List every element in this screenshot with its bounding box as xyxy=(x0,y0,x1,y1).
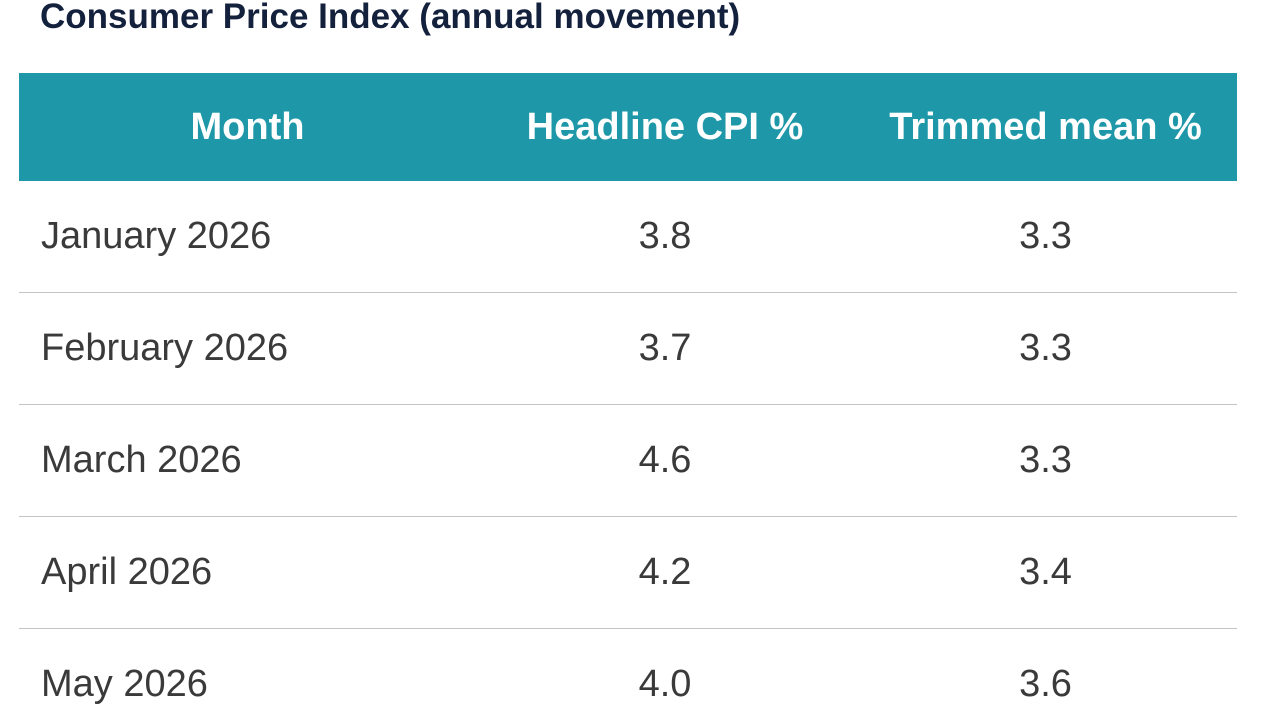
trimmed-mean-cell: 3.6 xyxy=(854,628,1237,720)
table-row: March 2026 4.6 3.3 xyxy=(19,404,1237,517)
page-title: Consumer Price Index (annual movement) xyxy=(40,0,741,36)
trimmed-mean-cell: 3.4 xyxy=(854,516,1237,629)
table-header: Month Headline CPI % Trimmed mean % xyxy=(19,73,1237,181)
headline-cpi-cell: 4.6 xyxy=(476,404,854,517)
headline-cpi-cell: 3.7 xyxy=(476,292,854,405)
table-row: April 2026 4.2 3.4 xyxy=(19,516,1237,629)
headline-cpi-cell: 3.8 xyxy=(476,181,854,293)
column-header-month: Month xyxy=(19,73,476,181)
table-body: January 2026 3.8 3.3 February 2026 3.7 3… xyxy=(19,181,1237,720)
column-header-trimmed-mean: Trimmed mean % xyxy=(854,73,1237,181)
month-cell: February 2026 xyxy=(19,292,476,405)
trimmed-mean-cell: 3.3 xyxy=(854,292,1237,405)
trimmed-mean-cell: 3.3 xyxy=(854,404,1237,517)
cpi-table: Month Headline CPI % Trimmed mean % Janu… xyxy=(19,73,1237,720)
month-cell: April 2026 xyxy=(19,516,476,629)
header-row: Month Headline CPI % Trimmed mean % xyxy=(19,73,1237,181)
column-header-headline-cpi: Headline CPI % xyxy=(476,73,854,181)
headline-cpi-cell: 4.0 xyxy=(476,628,854,720)
month-cell: March 2026 xyxy=(19,404,476,517)
table-row: May 2026 4.0 3.6 xyxy=(19,628,1237,720)
table-row: January 2026 3.8 3.3 xyxy=(19,181,1237,293)
trimmed-mean-cell: 3.3 xyxy=(854,181,1237,293)
month-cell: May 2026 xyxy=(19,628,476,720)
month-cell: January 2026 xyxy=(19,181,476,293)
headline-cpi-cell: 4.2 xyxy=(476,516,854,629)
table-row: February 2026 3.7 3.3 xyxy=(19,292,1237,405)
